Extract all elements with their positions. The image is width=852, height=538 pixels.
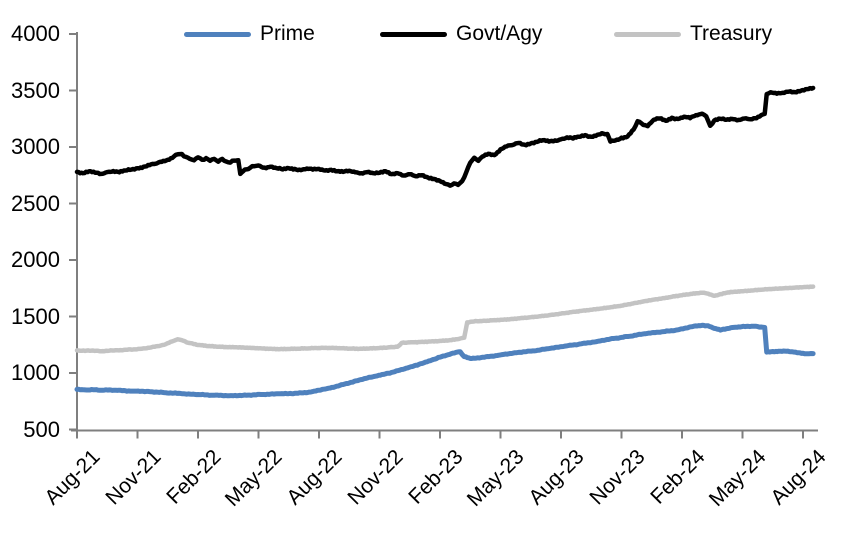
- y-axis-tick-label: 2500: [11, 190, 60, 216]
- y-axis-tick-label: 3500: [11, 77, 60, 103]
- treasury-line-swatch-icon: [614, 31, 681, 37]
- legend-label-prime: Prime: [260, 22, 315, 45]
- legend-item-treasury: Treasury: [614, 22, 773, 45]
- y-axis-tick-label: 1000: [11, 360, 60, 385]
- y-axis-tick-label: 1500: [11, 303, 60, 329]
- legend-item-govt-agy: Govt/Agy: [380, 22, 543, 45]
- y-axis-tick-label: 500: [23, 416, 60, 442]
- chart-legend: Prime Govt/Agy Treasury: [0, 0, 852, 56]
- prime-line-swatch-icon: [184, 31, 251, 37]
- y-axis-tick-label: 3000: [11, 134, 60, 159]
- govt-agy-line-swatch-icon: [380, 31, 447, 37]
- legend-label-treasury: Treasury: [690, 22, 773, 45]
- legend-label-govt-agy: Govt/Agy: [456, 22, 543, 45]
- y-axis-tick-label: 4000: [11, 21, 60, 46]
- legend-item-prime: Prime: [184, 22, 315, 45]
- y-axis-tick-label: 2000: [11, 247, 60, 272]
